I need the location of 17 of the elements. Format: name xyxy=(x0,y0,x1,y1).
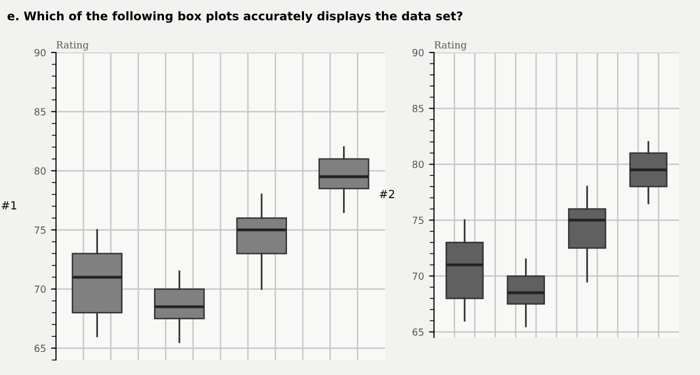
y-tick-label: 75 xyxy=(412,216,424,224)
chart-title: Rating xyxy=(434,41,467,50)
y-tick-label: 85 xyxy=(412,104,424,112)
y-tick-label: 80 xyxy=(412,160,424,168)
y-tick-label: 75 xyxy=(34,226,46,234)
chart-title: Rating xyxy=(56,41,89,50)
y-tick-label: 65 xyxy=(412,328,424,336)
y-tick-label: 85 xyxy=(34,108,46,116)
y-tick-label: 80 xyxy=(34,167,46,175)
y-tick-label: 70 xyxy=(412,272,424,280)
y-axis-title: #2 xyxy=(380,190,394,198)
y-axis-title: #1 xyxy=(2,201,16,210)
y-tick-label: 70 xyxy=(34,286,46,293)
y-tick-label: 90 xyxy=(34,48,46,56)
text: e. Which of the following box plots accurately displays the data set? xyxy=(8,11,462,23)
y-tick-label: 65 xyxy=(34,344,46,352)
y-tick-label: 90 xyxy=(412,48,424,56)
